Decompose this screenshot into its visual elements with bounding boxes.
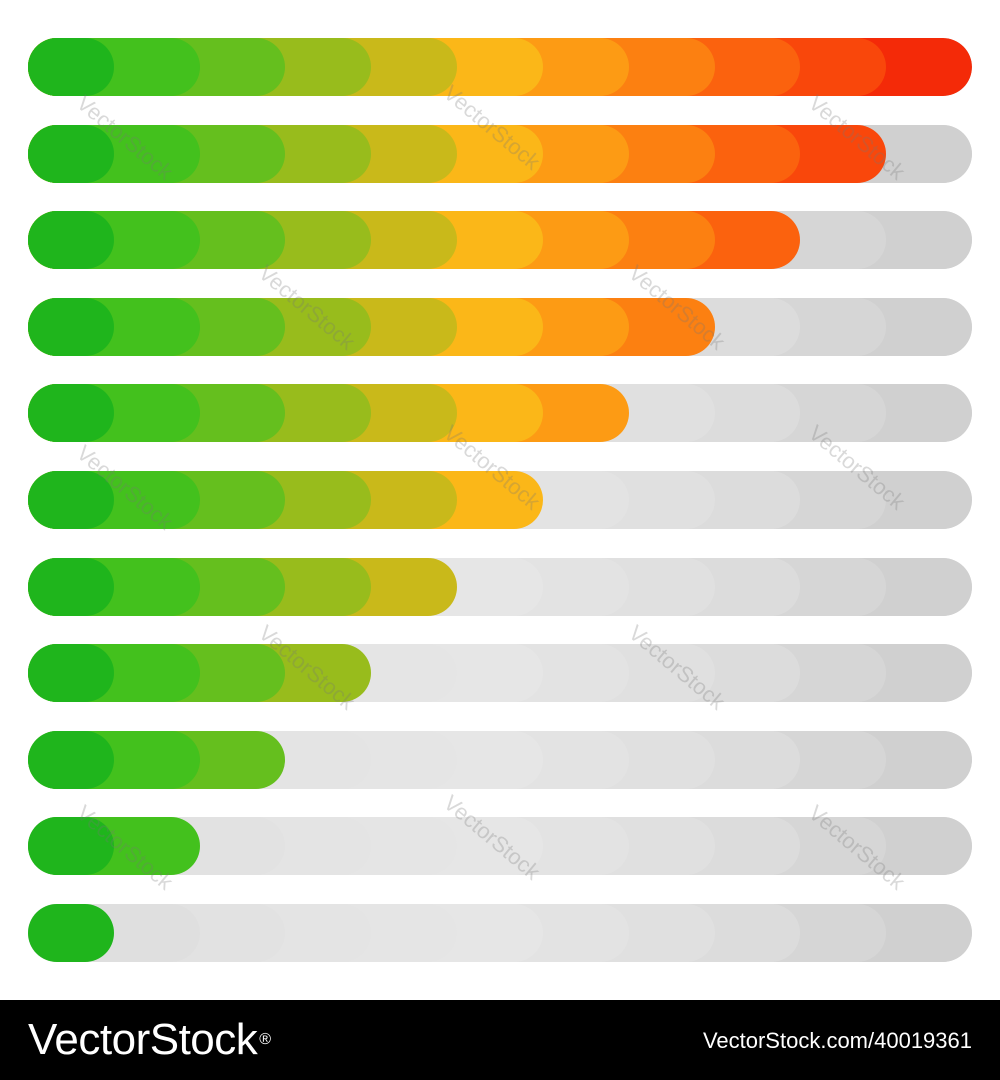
level-bar	[28, 38, 972, 96]
level-bar	[28, 471, 972, 529]
level-bar	[28, 211, 972, 270]
logo-text: VectorStock	[28, 1015, 258, 1064]
level-bar	[28, 730, 972, 789]
level-bar	[28, 384, 972, 443]
filled-segment	[28, 211, 114, 270]
level-bar	[28, 557, 972, 616]
filled-segment	[28, 644, 114, 703]
vectorstock-logo: VectorStock ®	[28, 1014, 271, 1066]
filled-segment	[28, 124, 114, 183]
level-bar	[28, 644, 972, 703]
filled-segment	[28, 817, 114, 876]
filled-segment	[28, 38, 114, 96]
level-bar	[28, 904, 972, 962]
filled-segment	[28, 297, 114, 356]
registered-mark: ®	[259, 1031, 271, 1048]
image-id-text: VectorStock.com/40019361	[702, 1028, 972, 1053]
level-bar	[28, 817, 972, 876]
level-bars-group	[28, 38, 972, 962]
level-bar	[28, 124, 972, 183]
filled-segment	[28, 557, 114, 616]
footer-bar: VectorStock ® VectorStock.com/40019361	[0, 1000, 1000, 1080]
filled-segment	[28, 730, 114, 789]
level-bar	[28, 297, 972, 356]
filled-segment	[28, 471, 114, 529]
filled-segment	[28, 904, 114, 962]
filled-segment	[28, 384, 114, 443]
